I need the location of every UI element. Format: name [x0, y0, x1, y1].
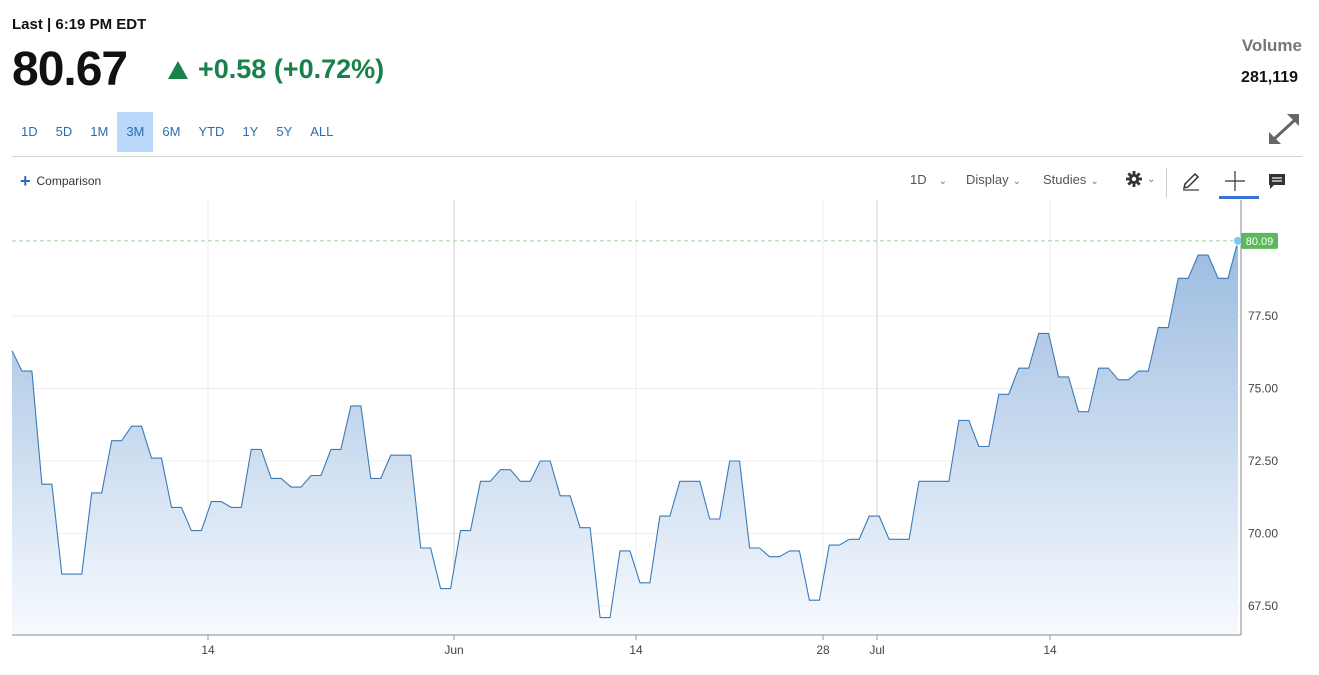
range-selector: 1D 5D 1M 3M 6M YTD 1Y 5Y ALL	[12, 112, 342, 152]
volume-value: 281,119	[1241, 69, 1298, 86]
range-all[interactable]: ALL	[310, 124, 334, 139]
last-value-label: 80.09	[1246, 236, 1274, 248]
last-value-badge	[1241, 232, 1278, 249]
comparison-button[interactable]: + Comparison	[20, 171, 102, 191]
studies-dropdown[interactable]: Studies ⌄	[1043, 172, 1099, 187]
volume-label: Volume	[1241, 36, 1302, 55]
y-tick-label: 75.00	[1248, 382, 1278, 396]
interval-label: 1D	[910, 172, 927, 187]
price-change: +0.58 (+0.72%)	[168, 54, 384, 85]
current-price: 80.67	[12, 43, 128, 96]
last-trade-label: Last | 6:19 PM EDT	[12, 16, 147, 33]
range-5d[interactable]: 5D	[55, 124, 73, 139]
settings-dropdown[interactable]: ⌄	[1125, 170, 1155, 188]
range-1m[interactable]: 1M	[90, 124, 109, 139]
range-6m[interactable]: 6M	[162, 124, 181, 139]
x-tick-label: Jul	[869, 643, 884, 657]
chevron-down-icon: ⌄	[1012, 176, 1022, 187]
comparison-label: Comparison	[36, 174, 102, 188]
interval-dropdown[interactable]: 1D ⌄	[910, 172, 947, 187]
y-tick-label: 67.50	[1248, 599, 1278, 613]
price-line	[11, 240, 1239, 619]
x-tick-label: 28	[816, 643, 830, 657]
pencil-icon[interactable]	[1180, 170, 1202, 192]
up-arrow-icon	[168, 60, 188, 79]
range-5y[interactable]: 5Y	[276, 124, 293, 139]
toolbar-separator	[1166, 168, 1167, 198]
display-label: Display	[966, 172, 1009, 187]
comment-icon[interactable]	[1266, 170, 1288, 192]
chevron-down-icon: ⌄	[938, 176, 948, 187]
x-tick-label: Jun	[444, 643, 463, 657]
range-3m[interactable]: 3M	[117, 112, 154, 152]
display-dropdown[interactable]: Display ⌄	[966, 172, 1021, 187]
header-divider	[12, 156, 1302, 157]
y-tick-label: 72.50	[1248, 454, 1278, 468]
range-ytd[interactable]: YTD	[198, 124, 225, 139]
y-tick-label: 77.50	[1248, 309, 1278, 323]
chart-toolbar: + Comparison 1D ⌄ Display ⌄ Studies ⌄ ⌄	[0, 168, 1319, 199]
x-tick-label: 14	[201, 643, 215, 657]
price-chart[interactable]: 67.50 70.00 72.50 75.00 77.50 14 Jun 14 28 Jul 14 8…	[0, 200, 1319, 675]
crosshair-icon[interactable]	[1224, 170, 1246, 192]
studies-label: Studies	[1043, 172, 1087, 187]
price-change-value: +0.58 (+0.72%)	[198, 54, 385, 84]
plus-icon: +	[20, 171, 31, 191]
active-tool-indicator	[1219, 196, 1259, 199]
x-tick-label: 14	[1043, 643, 1057, 657]
chevron-down-icon: ⌄	[1147, 174, 1156, 186]
chevron-down-icon: ⌄	[1090, 176, 1099, 187]
range-1y[interactable]: 1Y	[242, 124, 259, 139]
expand-icon[interactable]	[1267, 112, 1303, 146]
x-tick-label: 14	[629, 643, 643, 657]
area-fill	[12, 240, 1238, 635]
range-1d[interactable]: 1D	[21, 124, 38, 139]
y-tick-label: 70.00	[1248, 527, 1278, 541]
gear-icon	[1126, 171, 1142, 187]
